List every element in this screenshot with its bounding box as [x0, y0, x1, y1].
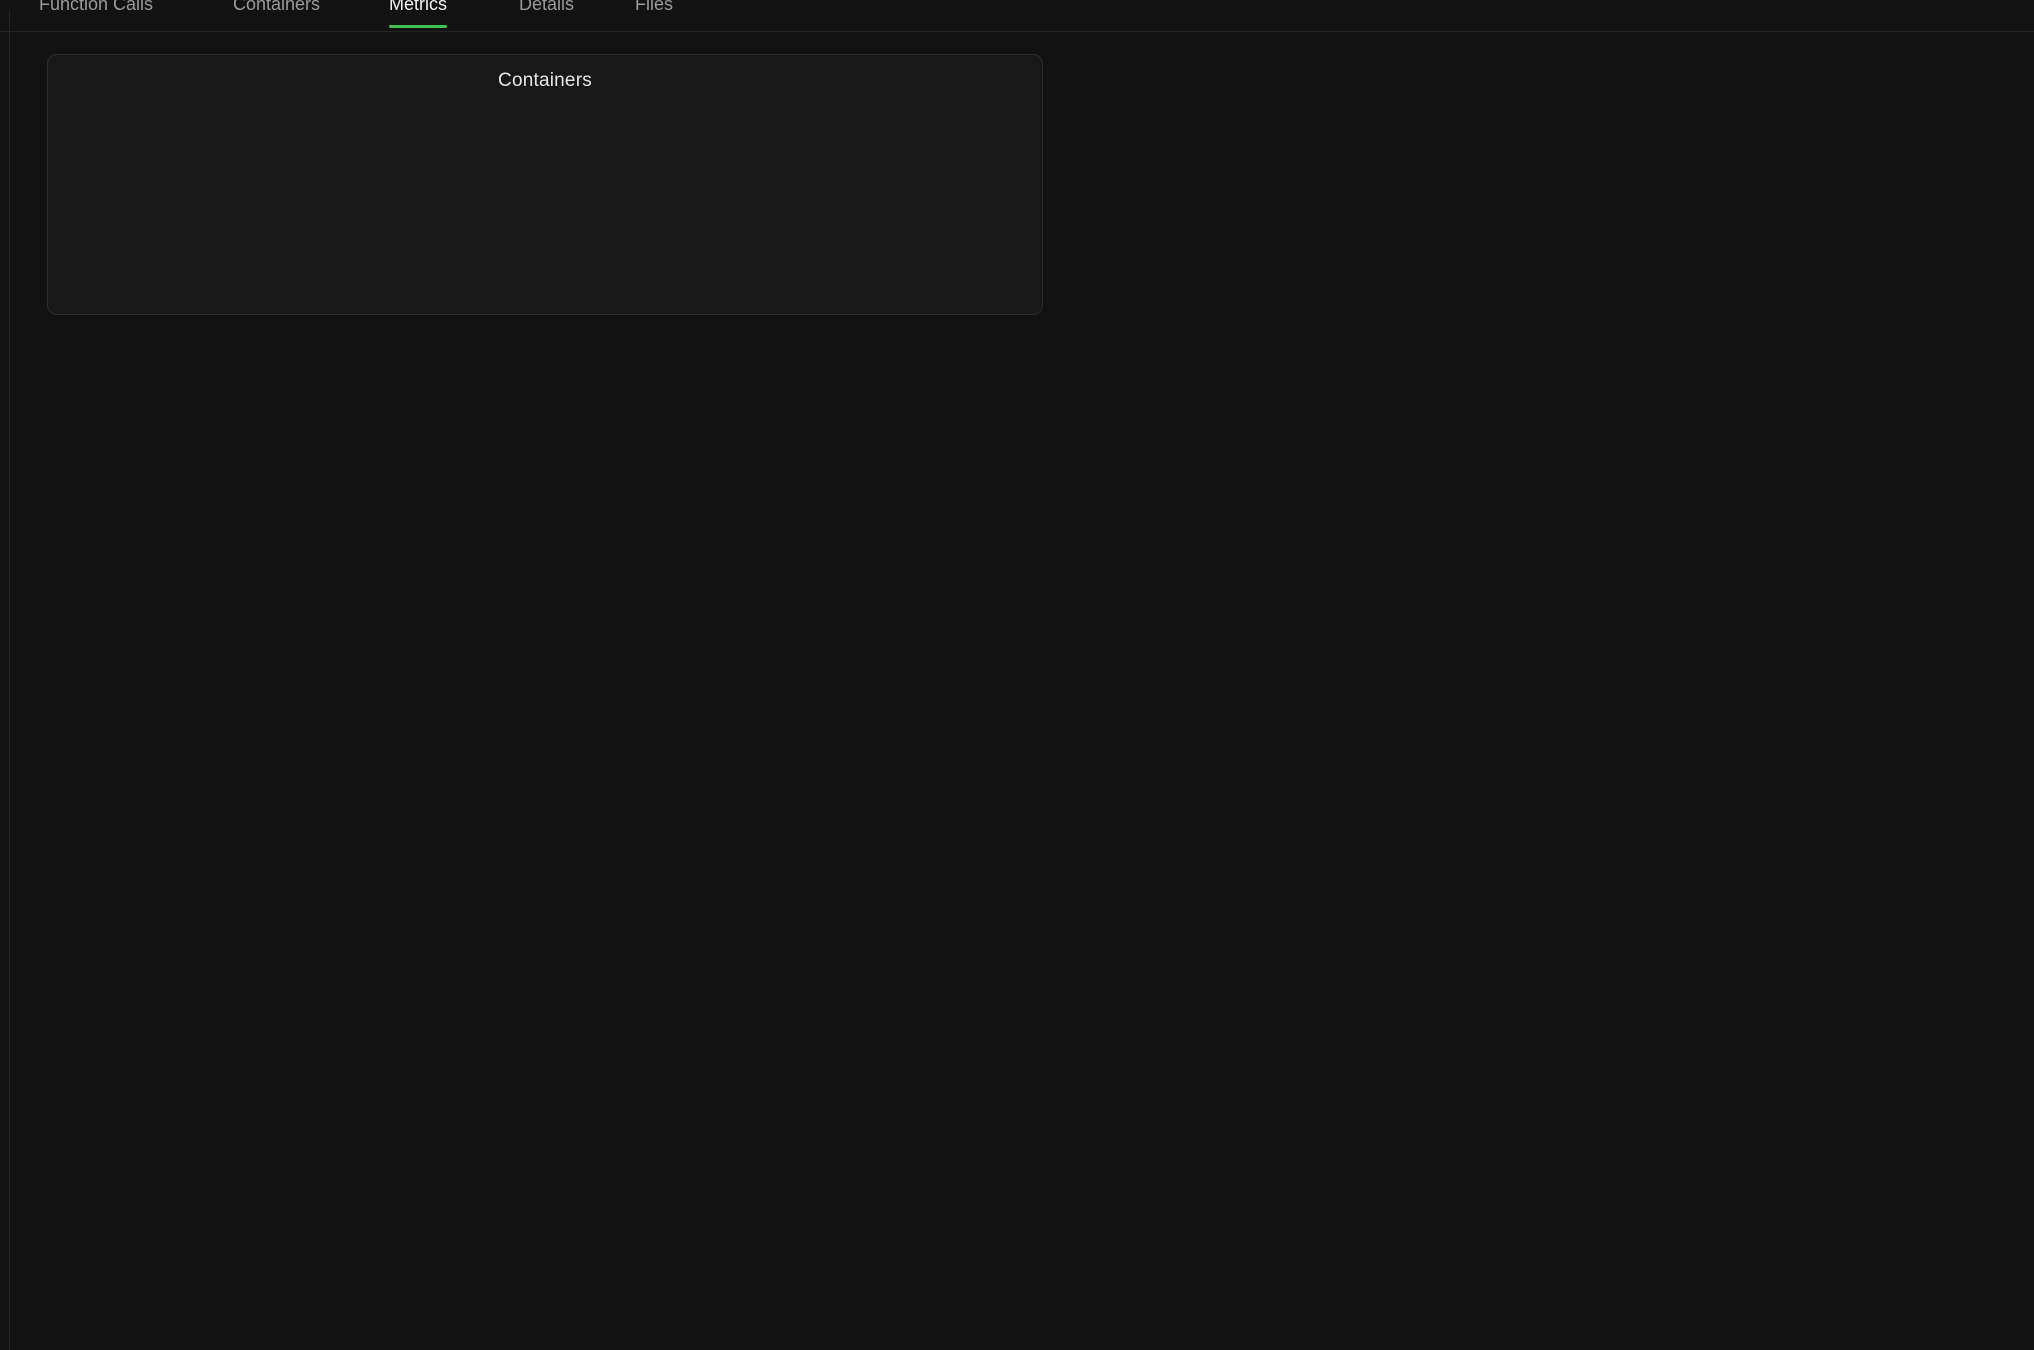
active-tab-underline: [389, 25, 447, 28]
tab-item-metrics[interactable]: Metrics: [389, 0, 447, 28]
panel-title: Containers: [498, 70, 592, 91]
tab-label: Metrics: [389, 0, 447, 14]
tab-item-function-calls[interactable]: Function Calls: [39, 0, 153, 15]
panel-containers: Containers: [47, 54, 1043, 315]
tab-label: Function Calls: [39, 0, 154, 14]
tab-item-containers[interactable]: Containers: [233, 0, 320, 15]
tab-label: Details: [519, 0, 575, 14]
tab-label: Files: [635, 0, 674, 14]
tab-item-details[interactable]: Details: [519, 0, 574, 15]
tab-item-files[interactable]: Files: [635, 0, 673, 15]
tab-bar: Function Calls Containers Metrics Details Fi…: [0, 0, 2034, 32]
tab-label: Containers: [233, 0, 321, 14]
page-left-divider: [9, 10, 10, 1350]
